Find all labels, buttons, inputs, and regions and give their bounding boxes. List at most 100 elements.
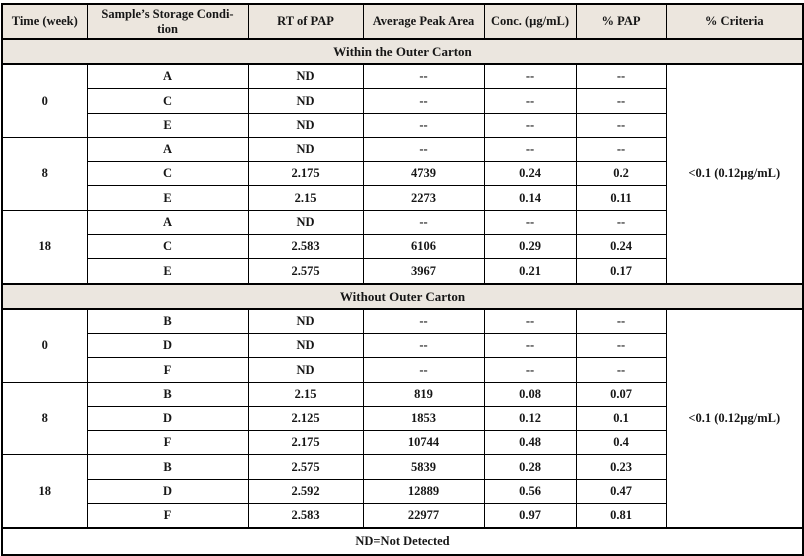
- conc-cell: 0.08: [483, 381, 577, 407]
- condition-cell: E: [86, 112, 249, 138]
- table-row: 8 B 2.15 819 0.08 0.07: [1, 381, 803, 456]
- area-cell: --: [362, 209, 485, 236]
- table-row: D ND -- -- --: [2, 332, 803, 359]
- conc-cell: 0.24: [483, 161, 577, 187]
- rt-cell: 2.15: [247, 185, 364, 211]
- conc-cell: --: [483, 63, 577, 90]
- rt-cell: 2.175: [247, 161, 364, 187]
- area-cell: 5839: [362, 454, 485, 480]
- footer-row: ND=Not Detected: [1, 527, 804, 556]
- rt-cell: ND: [247, 136, 364, 163]
- area-cell: --: [362, 357, 485, 383]
- section-row: Within the Outer Carton: [1, 38, 804, 65]
- conc-cell: 0.14: [483, 185, 577, 211]
- table-row: 8 A ND -- -- --: [1, 136, 803, 211]
- col-header-pct-criteria: % Criteria: [665, 3, 804, 40]
- rt-cell: 2.15: [247, 381, 364, 407]
- pap-cell: --: [575, 63, 667, 90]
- condition-cell: E: [86, 185, 249, 211]
- table-row: 0 B ND -- -- -- <0.1 (0.12µg/mL): [1, 308, 804, 529]
- area-cell: --: [362, 112, 485, 138]
- condition-cell: D: [86, 405, 249, 432]
- rt-cell: ND: [247, 308, 364, 334]
- conc-cell: 0.21: [483, 258, 577, 285]
- pap-cell: 0.2: [575, 161, 667, 187]
- pap-cell: 0.17: [575, 258, 667, 285]
- time-cell: 18: [1, 209, 88, 285]
- col-header-storage-condition: Sample’s Storage Condi- tion: [86, 3, 249, 40]
- criteria-cell: <0.1 (0.12µg/mL): [665, 63, 804, 285]
- rt-cell: ND: [247, 332, 364, 359]
- condition-cell: F: [86, 503, 249, 529]
- conc-cell: --: [483, 88, 577, 114]
- condition-cell: B: [86, 381, 249, 407]
- pap-cell: --: [575, 332, 667, 359]
- area-cell: 819: [362, 381, 485, 407]
- table-row: F ND -- -- --: [2, 357, 803, 383]
- col-header-average-peak-area: Average Peak Area: [362, 3, 485, 40]
- conc-cell: --: [483, 308, 577, 334]
- conc-cell: 0.28: [483, 454, 577, 480]
- col-header-time: Time (week): [1, 3, 88, 40]
- area-cell: 3967: [362, 258, 485, 285]
- conc-cell: 0.29: [483, 234, 577, 260]
- conc-cell: 0.48: [483, 430, 577, 456]
- condition-cell: C: [86, 88, 249, 114]
- conc-cell: --: [483, 332, 577, 359]
- pap-cell: 0.23: [575, 454, 667, 480]
- conc-cell: --: [483, 357, 577, 383]
- pap-cell: 0.4: [575, 430, 667, 456]
- conc-cell: 0.56: [483, 478, 577, 505]
- pap-cell: 0.81: [575, 503, 667, 529]
- area-cell: --: [362, 88, 485, 114]
- table-row: D 2.125 1853 0.12 0.1: [2, 405, 803, 432]
- table-row: C 2.583 6106 0.29 0.24: [2, 234, 803, 260]
- rt-cell: ND: [247, 63, 364, 90]
- table-row: E 2.15 2273 0.14 0.11: [2, 185, 803, 211]
- section-title: Within the Outer Carton: [1, 38, 804, 65]
- area-cell: 2273: [362, 185, 485, 211]
- rt-cell: ND: [247, 357, 364, 383]
- condition-cell: B: [86, 308, 249, 334]
- condition-cell: F: [86, 357, 249, 383]
- rt-cell: 2.583: [247, 503, 364, 529]
- area-cell: 22977: [362, 503, 485, 529]
- condition-cell: F: [86, 430, 249, 456]
- footer-note: ND=Not Detected: [1, 527, 804, 556]
- condition-cell: C: [86, 234, 249, 260]
- col-header-rt-of-pap: RT of PAP: [247, 3, 364, 40]
- pap-cell: 0.11: [575, 185, 667, 211]
- condition-cell: E: [86, 258, 249, 285]
- condition-cell: D: [86, 478, 249, 505]
- table-row: F 2.175 10744 0.48 0.4: [2, 430, 803, 456]
- condition-cell: A: [86, 136, 249, 163]
- pap-cell: 0.1: [575, 405, 667, 432]
- pap-cell: 0.47: [575, 478, 667, 505]
- col-header-conc: Conc. (µg/mL): [483, 3, 577, 40]
- pap-cell: --: [575, 112, 667, 138]
- rt-cell: ND: [247, 88, 364, 114]
- header-row: Time (week) Sample’s Storage Condi- tion…: [1, 3, 804, 40]
- table-row: 0 A ND -- -- -- <0.1 (0.12µg/mL): [1, 63, 804, 285]
- pap-cell: --: [575, 308, 667, 334]
- pap-cell: --: [575, 88, 667, 114]
- pap-cell: 0.07: [575, 381, 667, 407]
- rt-cell: ND: [247, 209, 364, 236]
- condition-cell: D: [86, 332, 249, 359]
- table-row: 18 B 2.575 5839 0.28 0.23: [1, 454, 803, 529]
- table-row: C ND -- -- --: [2, 88, 803, 114]
- area-cell: 4739: [362, 161, 485, 187]
- conc-cell: 0.12: [483, 405, 577, 432]
- condition-cell: C: [86, 161, 249, 187]
- pap-cell: --: [575, 209, 667, 236]
- criteria-cell: <0.1 (0.12µg/mL): [665, 308, 804, 529]
- col-header-pct-pap: % PAP: [575, 3, 667, 40]
- rt-cell: 2.575: [247, 454, 364, 480]
- rt-cell: 2.175: [247, 430, 364, 456]
- rt-cell: 2.575: [247, 258, 364, 285]
- rt-cell: 2.592: [247, 478, 364, 505]
- area-cell: --: [362, 63, 485, 90]
- time-cell: 8: [1, 136, 88, 211]
- table-row: D 2.592 12889 0.56 0.47: [2, 478, 803, 505]
- time-cell: 0: [1, 63, 88, 138]
